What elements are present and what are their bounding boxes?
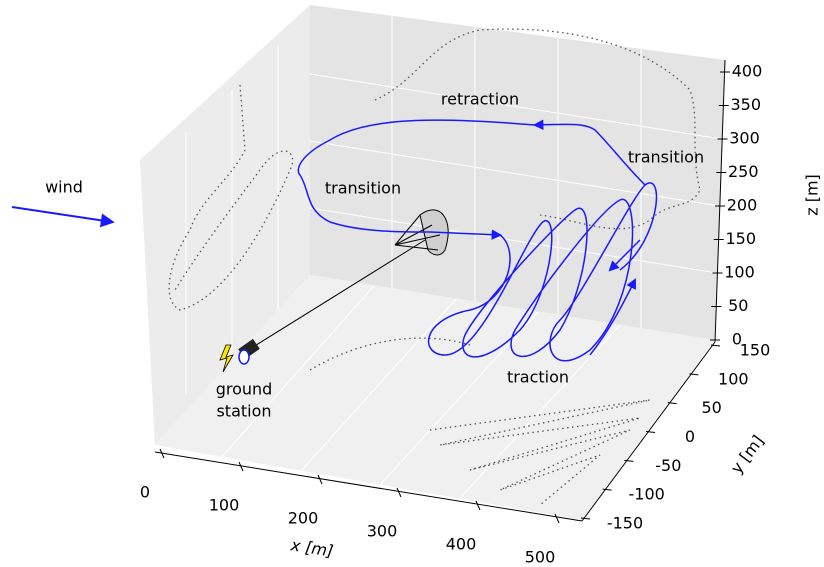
y-tick-label: 150 xyxy=(740,341,771,360)
y-tick xyxy=(602,488,612,491)
x-tick-label: 200 xyxy=(288,509,319,528)
x-tick-label: 0 xyxy=(140,483,150,502)
y-tick xyxy=(645,431,656,433)
back-pane xyxy=(310,5,725,340)
y-tick xyxy=(710,344,721,347)
ground-station-icon xyxy=(219,338,260,373)
x-tick xyxy=(317,474,323,485)
z-tick-label: 350 xyxy=(730,95,761,114)
tether xyxy=(244,239,426,353)
x-tick xyxy=(554,513,560,524)
z-tick-label: 300 xyxy=(729,129,760,148)
projection-shadow xyxy=(309,337,651,506)
x-tick xyxy=(238,461,244,472)
trajectory xyxy=(608,239,641,272)
y-tick-label: 100 xyxy=(718,369,749,388)
z-axis xyxy=(714,59,726,343)
y-tick-label: -100 xyxy=(629,485,665,504)
y-tick xyxy=(689,373,699,376)
z-tick-label: 100 xyxy=(724,263,755,282)
y-tick-label: -50 xyxy=(655,456,681,475)
y-axis-label: y [m] xyxy=(727,432,768,477)
traction-label: traction xyxy=(507,368,569,387)
z-tick-label: 200 xyxy=(727,196,758,215)
x-axis-label: x [m] xyxy=(289,535,335,561)
retraction-label: retraction xyxy=(441,90,519,109)
x-tick-label: 300 xyxy=(367,522,398,541)
wind-label: wind xyxy=(45,178,83,197)
y-tick xyxy=(624,459,634,462)
ground-station-label: station xyxy=(216,402,271,421)
z-tick-label: 400 xyxy=(732,62,763,81)
z-axis-label: z [m] xyxy=(803,174,822,216)
projection-shadow xyxy=(168,84,294,311)
x-tick-label: 500 xyxy=(525,548,556,567)
y-tick xyxy=(667,402,677,405)
x-tick xyxy=(475,500,481,511)
x-tick xyxy=(159,448,165,459)
transition-label: transition xyxy=(325,179,401,198)
x-tick xyxy=(396,487,402,498)
y-tick-label: 50 xyxy=(701,398,721,417)
z-tick-label: 150 xyxy=(725,229,756,248)
trajectory xyxy=(532,119,646,186)
trajectory xyxy=(297,119,536,233)
y-tick-label: -150 xyxy=(607,514,643,533)
trajectory xyxy=(428,182,658,362)
z-tick-label: 50 xyxy=(728,296,748,315)
x-axis xyxy=(154,451,583,522)
transition-label: transition xyxy=(628,148,704,167)
z-tick-label: 250 xyxy=(728,162,759,181)
trajectory xyxy=(589,278,636,356)
z-tick-label: 0 xyxy=(732,330,742,349)
y-tick-label: 0 xyxy=(685,427,695,446)
trajectory xyxy=(429,229,503,240)
ground-station-label: ground xyxy=(216,380,273,399)
left-pane xyxy=(140,5,310,445)
x-tick-label: 100 xyxy=(209,496,240,515)
wind-arrow xyxy=(11,206,115,228)
x-tick-label: 400 xyxy=(446,535,477,554)
floor-pane xyxy=(155,275,715,520)
y-tick xyxy=(580,517,591,520)
